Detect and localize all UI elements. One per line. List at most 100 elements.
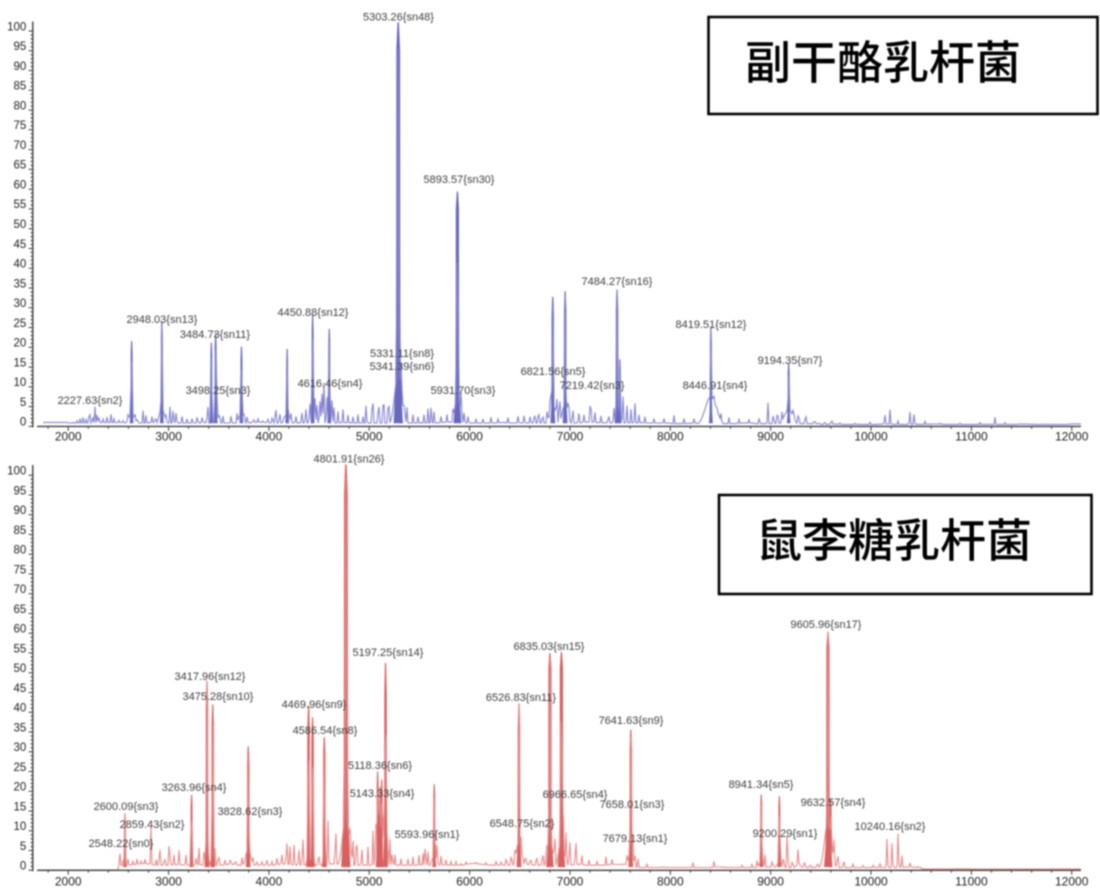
svg-text:5331.11{sn8}: 5331.11{sn8}: [370, 348, 434, 360]
svg-text:60: 60: [14, 624, 27, 636]
svg-text:25: 25: [14, 762, 27, 774]
svg-text:80: 80: [14, 100, 27, 112]
svg-text:7679.13{sn1}: 7679.13{sn1}: [603, 833, 668, 845]
svg-text:7000: 7000: [557, 875, 584, 889]
svg-text:45: 45: [14, 683, 27, 695]
svg-text:3263.96{sn4}: 3263.96{sn4}: [162, 782, 227, 794]
svg-text:12000: 12000: [1055, 875, 1089, 889]
svg-text:5893.57{sn30}: 5893.57{sn30}: [424, 174, 495, 186]
svg-text:2600.09{sn3}: 2600.09{sn3}: [94, 801, 159, 813]
svg-text:9000: 9000: [757, 430, 784, 444]
svg-text:30: 30: [14, 298, 27, 310]
svg-text:40: 40: [14, 703, 27, 715]
svg-text:9632.57{sn4}: 9632.57{sn4}: [801, 797, 866, 809]
svg-text:95: 95: [14, 41, 27, 53]
svg-text:0: 0: [20, 417, 26, 429]
svg-text:6835.03{sn15}: 6835.03{sn15}: [514, 641, 585, 653]
svg-text:65: 65: [14, 160, 27, 172]
svg-text:50: 50: [14, 663, 27, 675]
svg-text:2000: 2000: [55, 430, 82, 444]
svg-text:4000: 4000: [256, 875, 283, 889]
svg-text:10000: 10000: [854, 430, 888, 444]
svg-text:30: 30: [14, 742, 27, 754]
svg-text:7484.27{sn16}: 7484.27{sn16}: [582, 276, 653, 288]
svg-text:8446.91{sn4}: 8446.91{sn4}: [683, 380, 748, 392]
svg-text:5143.33{sn4}: 5143.33{sn4}: [350, 788, 415, 800]
svg-text:2548.22{sn0}: 2548.22{sn0}: [89, 838, 154, 850]
svg-text:10: 10: [14, 377, 27, 389]
svg-text:100: 100: [7, 466, 26, 478]
svg-text:95: 95: [14, 485, 27, 497]
svg-text:5000: 5000: [356, 875, 383, 889]
svg-text:4450.88{sn12}: 4450.88{sn12}: [278, 307, 349, 319]
svg-text:35: 35: [14, 722, 27, 734]
svg-text:11000: 11000: [955, 430, 988, 444]
svg-text:90: 90: [14, 505, 27, 517]
svg-text:65: 65: [14, 604, 27, 616]
svg-text:5: 5: [20, 841, 26, 853]
svg-text:4469.96{sn9}: 4469.96{sn9}: [282, 699, 347, 711]
svg-text:3828.62{sn3}: 3828.62{sn3}: [218, 806, 283, 818]
svg-text:85: 85: [14, 81, 27, 93]
svg-text:7658.01{sn3}: 7658.01{sn3}: [600, 799, 665, 811]
svg-text:15: 15: [14, 357, 27, 369]
svg-text:2859.43{sn2}: 2859.43{sn2}: [120, 819, 185, 831]
svg-text:8000: 8000: [657, 875, 684, 889]
svg-text:3498.25{sn3}: 3498.25{sn3}: [186, 385, 251, 397]
svg-text:2000: 2000: [55, 875, 82, 889]
svg-text:25: 25: [14, 318, 27, 330]
svg-text:3000: 3000: [155, 875, 182, 889]
svg-text:5341.39{sn6}: 5341.39{sn6}: [370, 361, 435, 373]
svg-text:11000: 11000: [955, 875, 988, 889]
svg-text:4000: 4000: [256, 430, 283, 444]
svg-text:55: 55: [14, 643, 27, 655]
svg-text:75: 75: [14, 120, 27, 132]
svg-text:2227.63{sn2}: 2227.63{sn2}: [58, 395, 123, 407]
svg-text:20: 20: [14, 338, 27, 350]
svg-text:70: 70: [14, 584, 27, 596]
svg-text:3484.73{sn11}: 3484.73{sn11}: [180, 329, 250, 341]
svg-text:80: 80: [14, 545, 27, 557]
svg-text:15: 15: [14, 801, 27, 813]
svg-text:20: 20: [14, 782, 27, 794]
svg-text:5000: 5000: [356, 430, 383, 444]
svg-text:4586.54{sn8}: 4586.54{sn8}: [293, 725, 358, 737]
svg-text:7219.42{sn3}: 7219.42{sn3}: [560, 380, 625, 392]
svg-text:6966.65{sn4}: 6966.65{sn4}: [543, 789, 608, 801]
svg-text:9200.29{sn1}: 9200.29{sn1}: [753, 828, 818, 840]
svg-text:100: 100: [7, 21, 26, 33]
svg-text:0: 0: [20, 861, 26, 873]
svg-text:7000: 7000: [557, 430, 584, 444]
svg-text:90: 90: [14, 61, 27, 73]
svg-text:50: 50: [14, 219, 27, 231]
svg-text:45: 45: [14, 239, 27, 251]
svg-text:8419.51{sn12}: 8419.51{sn12}: [676, 319, 747, 331]
svg-text:8000: 8000: [657, 430, 684, 444]
svg-text:40: 40: [14, 259, 27, 271]
svg-text:4616.46{sn4}: 4616.46{sn4}: [298, 378, 363, 390]
svg-text:8941.34{sn5}: 8941.34{sn5}: [729, 779, 794, 791]
svg-text:55: 55: [14, 199, 27, 211]
svg-text:6548.75{sn2}: 6548.75{sn2}: [490, 818, 555, 830]
svg-text:3417.96{sn12}: 3417.96{sn12}: [175, 671, 246, 683]
svg-text:10: 10: [14, 821, 27, 833]
svg-text:70: 70: [14, 140, 27, 152]
svg-text:35: 35: [14, 278, 27, 290]
svg-text:4801.91{sn26}: 4801.91{sn26}: [314, 453, 385, 465]
svg-text:5197.25{sn14}: 5197.25{sn14}: [353, 647, 424, 659]
svg-text:5931.70{sn3}: 5931.70{sn3}: [431, 385, 496, 397]
svg-text:9605.96{sn17}: 9605.96{sn17}: [791, 619, 862, 631]
svg-text:85: 85: [14, 525, 27, 537]
svg-text:3475.28{sn10}: 3475.28{sn10}: [183, 691, 254, 703]
svg-text:10240.16{sn2}: 10240.16{sn2}: [855, 821, 926, 833]
svg-text:7641.63{sn9}: 7641.63{sn9}: [599, 715, 664, 727]
svg-text:6821.56{sn5}: 6821.56{sn5}: [521, 366, 586, 378]
svg-text:60: 60: [14, 180, 27, 192]
svg-text:9000: 9000: [757, 875, 784, 889]
svg-text:2948.03{sn13}: 2948.03{sn13}: [127, 314, 198, 326]
svg-text:75: 75: [14, 564, 27, 576]
svg-text:6000: 6000: [456, 430, 483, 444]
svg-text:6526.83{sn11}: 6526.83{sn11}: [486, 692, 556, 704]
svg-text:10000: 10000: [854, 875, 888, 889]
svg-text:5118.36{sn6}: 5118.36{sn6}: [348, 760, 412, 772]
